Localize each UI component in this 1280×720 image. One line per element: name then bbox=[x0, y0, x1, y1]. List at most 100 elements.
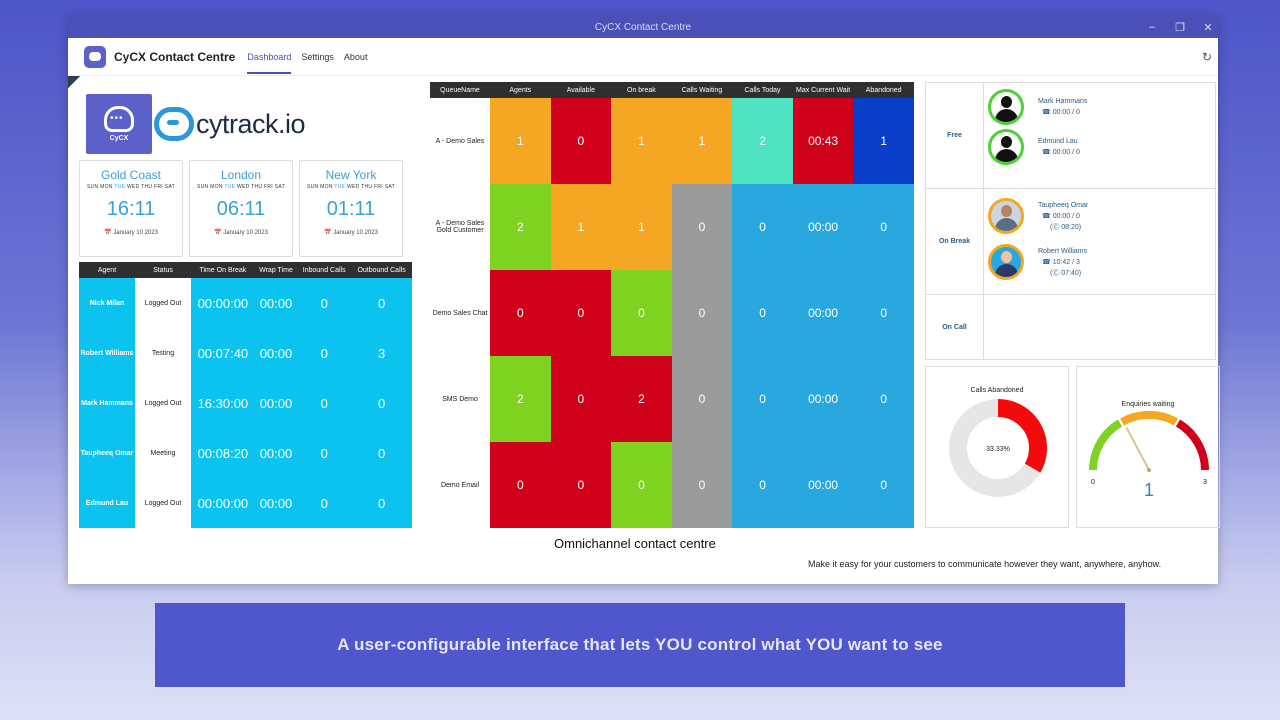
column-header[interactable]: Agents bbox=[490, 82, 551, 98]
table-cell: 0 bbox=[853, 184, 914, 270]
column-header[interactable]: Calls Waiting bbox=[671, 82, 733, 98]
agent-name: Mark Hammans bbox=[1038, 98, 1088, 105]
enquiries-gauge: 0 3 1 bbox=[1089, 410, 1209, 500]
table-row[interactable]: Edmund Lau Logged Out 00:00:00 00:00 0 0 bbox=[79, 478, 412, 528]
table-cell: 1 bbox=[490, 98, 551, 184]
nav-dashboard[interactable]: Dashboard bbox=[247, 48, 292, 74]
weekday-label: SAT bbox=[164, 184, 175, 190]
minimize-icon[interactable]: – bbox=[1148, 21, 1156, 33]
headset-icon bbox=[104, 106, 134, 132]
refresh-icon[interactable]: ↻ bbox=[1201, 50, 1212, 64]
table-row[interactable]: Nick Milan Logged Out 00:00:00 00:00 0 0 bbox=[79, 278, 412, 328]
table-row[interactable]: Robert Williams Testing 00:07:40 00:00 0 3 bbox=[79, 328, 412, 378]
status-label-on-break: On Break bbox=[926, 189, 984, 294]
weekday-label: WED bbox=[236, 184, 250, 190]
break-time: (Ⓒ 08:20) bbox=[1050, 223, 1082, 231]
subcaption: Make it easy for your customers to commu… bbox=[808, 559, 1162, 569]
agent-card[interactable]: Mark Hammans ☎ 00:00 / 0 bbox=[988, 87, 1215, 127]
weekday-label: MON bbox=[320, 184, 333, 190]
brand-logos: CyCX cytrack.io bbox=[86, 94, 306, 154]
table-cell: 0 bbox=[732, 184, 793, 270]
clock-weekdays: SUN MON TUE WED THU FRI SAT bbox=[190, 184, 292, 190]
maximize-icon[interactable]: ❐ bbox=[1175, 21, 1185, 34]
table-row[interactable]: Mark Hammans Logged Out 16:30:00 00:00 0 0 bbox=[79, 378, 412, 428]
column-header[interactable]: On break bbox=[611, 82, 672, 98]
column-header[interactable]: Abandoned bbox=[853, 82, 914, 98]
clock-card: London SUN MON TUE WED THU FRI SAT 06:11 📅 … bbox=[189, 160, 293, 257]
column-header[interactable]: Calls Today bbox=[732, 82, 793, 98]
corner-marker-icon bbox=[68, 76, 80, 88]
table-cell: 00:00 bbox=[792, 442, 854, 528]
table-cell: 1 bbox=[853, 98, 914, 184]
clock-weekdays: SUN MON TUE WED THU FRI SAT bbox=[300, 184, 402, 190]
calendar-icon: 📅 bbox=[324, 230, 332, 236]
on-call-agents bbox=[984, 295, 1215, 359]
table-cell: SMS Demo bbox=[430, 356, 490, 442]
table-cell: 0 bbox=[297, 378, 352, 428]
table-cell: 0 bbox=[671, 184, 733, 270]
table-row[interactable]: Taupheeq Omar Meeting 00:08:20 00:00 0 0 bbox=[79, 428, 412, 478]
close-icon[interactable]: ✕ bbox=[1203, 21, 1213, 34]
nav-settings[interactable]: Settings bbox=[301, 51, 334, 62]
gauge-value-label: 1 bbox=[1144, 480, 1154, 500]
table-cell: 0 bbox=[351, 478, 412, 528]
status-row-on-call: On Call bbox=[926, 295, 1215, 359]
table-row[interactable]: Demo Email 0 0 0 0 0 00:00 0 bbox=[430, 442, 914, 528]
column-header[interactable]: Outbound Calls bbox=[351, 262, 412, 278]
weekday-label: MON bbox=[100, 184, 113, 190]
nav-about[interactable]: About bbox=[343, 51, 368, 62]
weekday-label: THU bbox=[361, 184, 373, 190]
table-cell: 3 bbox=[351, 328, 412, 378]
table-row[interactable]: SMS Demo 2 0 2 0 0 00:00 0 bbox=[430, 356, 914, 442]
column-header[interactable]: Status bbox=[135, 262, 191, 278]
weekday-label: TUE bbox=[114, 184, 126, 190]
clock-weekdays: SUN MON TUE WED THU FRI SAT bbox=[80, 184, 182, 190]
avatar-icon bbox=[988, 129, 1024, 165]
table-cell: 2 bbox=[611, 356, 672, 442]
column-header[interactable]: Agent bbox=[79, 262, 135, 278]
column-header[interactable]: QueueName bbox=[430, 82, 490, 98]
table-cell: 0 bbox=[732, 270, 793, 356]
status-label-free: Free bbox=[926, 83, 984, 188]
app-header: CyCX Contact Centre Dashboard Settings A… bbox=[68, 38, 1218, 76]
table-cell: 0 bbox=[297, 328, 352, 378]
agent-call-counts: 00:00 / 0 bbox=[1052, 149, 1080, 156]
gauge-segment-mid bbox=[1120, 410, 1178, 426]
calendar-icon: 📅 bbox=[214, 230, 222, 236]
column-header[interactable]: Available bbox=[550, 82, 612, 98]
enquiries-waiting-widget: Enquiries waiting 0 3 1 bbox=[1076, 366, 1220, 528]
break-time: (Ⓒ 07:40) bbox=[1050, 269, 1082, 277]
table-cell: Logged Out bbox=[135, 478, 191, 528]
table-row[interactable]: A - Demo Sales 1 0 1 1 2 00:43 1 bbox=[430, 98, 914, 184]
app-logo-icon bbox=[84, 45, 106, 68]
phone-icon: ☎ bbox=[1042, 258, 1051, 266]
clock-city: New York bbox=[325, 168, 377, 182]
agent-card[interactable]: Taupheeq Omar ☎ 00:00 / 0 (Ⓒ 08:20) bbox=[988, 193, 1215, 239]
table-cell: 00:00 bbox=[792, 356, 854, 442]
table-cell: 00:00 bbox=[254, 378, 298, 428]
status-label-on-call: On Call bbox=[926, 295, 984, 359]
agent-name: Taupheeq Omar bbox=[1038, 201, 1089, 209]
table-cell: 00:00 bbox=[254, 428, 298, 478]
clock-time: 06:11 bbox=[216, 198, 266, 220]
table-cell: 0 bbox=[490, 270, 551, 356]
column-header[interactable]: Time On Break bbox=[191, 262, 255, 278]
table-cell: 00:07:40 bbox=[191, 328, 255, 378]
column-header[interactable]: Wrap Time bbox=[254, 262, 298, 278]
gauge-max-label: 3 bbox=[1203, 479, 1207, 486]
phone-icon: ☎ bbox=[1042, 212, 1051, 220]
table-row[interactable]: A - Demo Sales Gold Customer 2 1 1 0 0 00:00 0 bbox=[430, 184, 914, 270]
table-cell: 0 bbox=[611, 442, 672, 528]
column-header[interactable]: Max Current Wait bbox=[792, 82, 854, 98]
clock-city: Gold Coast bbox=[100, 168, 162, 182]
weekday-label: THU bbox=[141, 184, 153, 190]
table-cell: 00:00 bbox=[254, 278, 298, 328]
agent-card[interactable]: Edmund Lau ☎ 00:00 / 0 bbox=[988, 127, 1215, 167]
table-row[interactable]: Demo Sales Chat 0 0 0 0 0 00:00 0 bbox=[430, 270, 914, 356]
agent-card[interactable]: Robert Williams ☎ 10:42 / 3 (Ⓒ 07:40) bbox=[988, 239, 1215, 285]
clock-date-text: January 10 2023 bbox=[113, 230, 158, 236]
cytrack-link-icon bbox=[154, 107, 194, 141]
column-header[interactable]: Inbound Calls bbox=[297, 262, 352, 278]
table-cell: Logged Out bbox=[135, 278, 191, 328]
table-cell: 0 bbox=[732, 442, 793, 528]
